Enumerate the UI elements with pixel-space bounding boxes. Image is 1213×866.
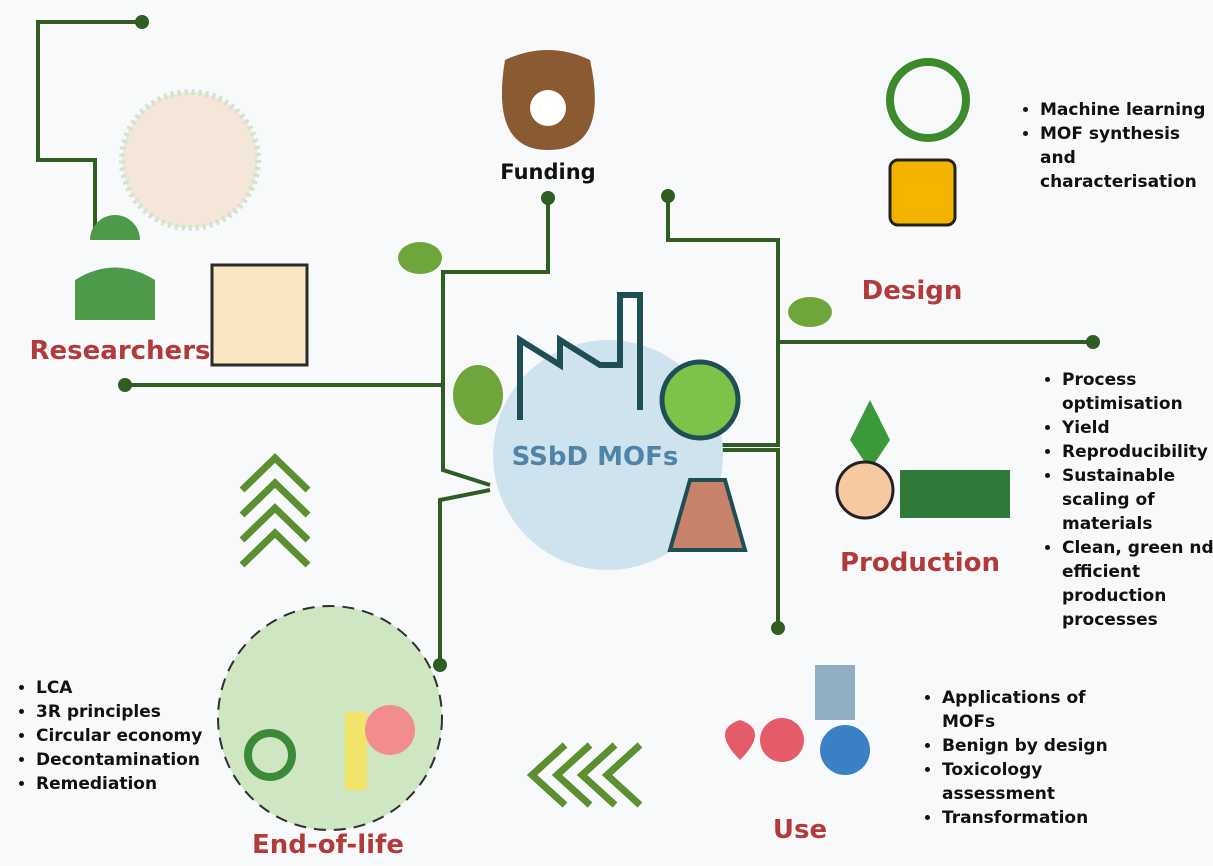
bullet-item: Process optimisation bbox=[1062, 368, 1213, 416]
bullet-item: Reproducibility bbox=[1062, 440, 1213, 464]
bar-icon bbox=[345, 712, 367, 790]
bullet-item: Decontamination bbox=[36, 748, 231, 772]
molecule-icon bbox=[890, 62, 966, 138]
bullet-item: Remediation bbox=[36, 772, 231, 796]
bullet-item: Toxicology assessment bbox=[942, 758, 1122, 806]
node-label: Researchers bbox=[30, 336, 211, 366]
bullet-list: Process optimisationYieldReproducibility… bbox=[1040, 368, 1213, 632]
bullet-item: Machine learning bbox=[1040, 98, 1213, 122]
microscope-icon bbox=[815, 665, 855, 720]
recycle-icon bbox=[850, 400, 890, 470]
bullet-item: LCA bbox=[36, 676, 231, 700]
up-chevrons bbox=[242, 458, 308, 565]
worker-icon bbox=[837, 462, 893, 518]
leaf bbox=[398, 242, 442, 274]
bullet-item: Sustainable scaling of materials bbox=[1062, 464, 1213, 536]
diagram: SSbD MOFs Funding Design Production Use … bbox=[0, 0, 1213, 866]
heart-icon bbox=[725, 718, 804, 762]
left-chevrons bbox=[532, 745, 640, 805]
coin bbox=[530, 90, 566, 126]
bullet-item: Clean, green nd efficient production pro… bbox=[1062, 536, 1213, 632]
bullet-list: Machine learningMOF synthesis and charac… bbox=[1018, 98, 1213, 194]
node-label: Use bbox=[773, 815, 827, 845]
lab-icon bbox=[122, 92, 258, 228]
bullet-item: Transformation bbox=[942, 806, 1122, 830]
bullet-item: Applications of MOFs bbox=[942, 686, 1122, 734]
bullet-item: Benign by design bbox=[942, 734, 1122, 758]
report-icon bbox=[212, 265, 307, 365]
bullet-item: 3R principles bbox=[36, 700, 231, 724]
bullet-item: Yield bbox=[1062, 416, 1213, 440]
pie-icon bbox=[365, 705, 415, 755]
node-label: End-of-life bbox=[252, 830, 404, 860]
researcher-icon bbox=[75, 215, 155, 320]
center-label: SSbD MOFs bbox=[512, 442, 679, 472]
globe-hand-icon bbox=[820, 725, 870, 775]
node-label: Funding bbox=[500, 160, 595, 184]
bullet-list: LCA3R principlesCircular economyDecontam… bbox=[14, 676, 231, 796]
node-label: Production bbox=[840, 548, 1000, 578]
bullet-list: Applications of MOFsBenign by designToxi… bbox=[920, 686, 1122, 830]
bullet-item: MOF synthesis and characterisation bbox=[1040, 122, 1213, 194]
bullet-item: Circular economy bbox=[36, 724, 231, 748]
chip-icon bbox=[890, 160, 955, 225]
leaf bbox=[788, 297, 832, 327]
flask-icon bbox=[662, 362, 738, 438]
leaf bbox=[453, 365, 503, 425]
node-label: Design bbox=[862, 276, 963, 306]
plant-icon bbox=[900, 470, 1010, 518]
